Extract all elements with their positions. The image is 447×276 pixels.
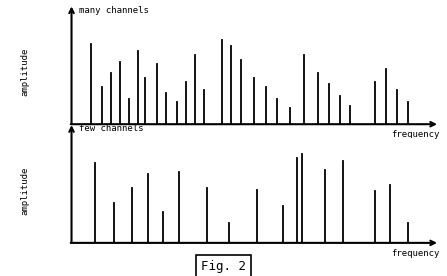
Text: many channels: many channels bbox=[79, 6, 148, 15]
Text: amplitude: amplitude bbox=[21, 166, 30, 215]
Text: Fig. 2: Fig. 2 bbox=[201, 260, 246, 273]
Text: few channels: few channels bbox=[79, 124, 143, 133]
Text: amplitude: amplitude bbox=[21, 47, 30, 96]
Text: frequency: frequency bbox=[392, 249, 440, 258]
Text: frequency: frequency bbox=[392, 131, 440, 139]
